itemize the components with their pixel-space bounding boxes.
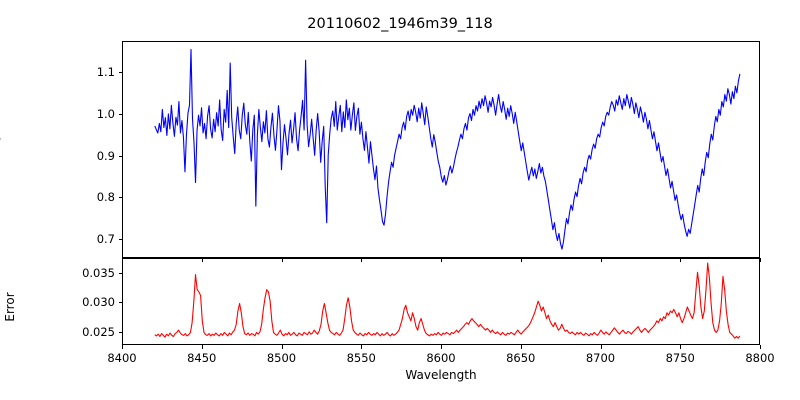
y-tick-label: 0.9 [96, 148, 115, 163]
x-tick-mark [600, 345, 602, 349]
x-tick-mark [361, 345, 363, 349]
y-tick-mark [118, 197, 122, 199]
x-axis-label: Wavelength [405, 368, 477, 382]
y-tick-mark [118, 302, 122, 304]
y-axis-label-error: Error [3, 292, 17, 322]
x-tick-mark [122, 345, 123, 349]
y-tick-mark [118, 331, 122, 333]
y-tick-label: 0.035 [82, 265, 115, 280]
y-tick-mark [118, 155, 122, 157]
y-tick-label: 1.1 [96, 65, 115, 80]
y-tick-mark [118, 272, 122, 274]
y-tick-mark [118, 72, 122, 74]
x-tick-mark [680, 345, 682, 349]
x-tick-mark [760, 345, 761, 349]
x-tick-mark [281, 258, 283, 262]
x-tick-mark [441, 258, 442, 262]
x-tick-label: 8800 [745, 351, 775, 365]
x-tick-mark [441, 345, 442, 349]
spectrum-line-series [123, 42, 759, 257]
x-tick-label: 8500 [266, 351, 297, 365]
x-tick-mark [520, 345, 522, 349]
x-tick-mark [281, 345, 283, 349]
y-tick-mark [118, 239, 122, 241]
x-tick-label: 8650 [506, 351, 536, 365]
y-tick-label: 0.7 [96, 232, 115, 247]
x-tick-label: 8400 [107, 351, 137, 365]
x-tick-label: 8450 [187, 351, 217, 365]
figure-title: 20110602_1946m39_118 [307, 16, 493, 32]
x-tick-mark [760, 258, 761, 262]
y-tick-label: 0.8 [96, 190, 115, 205]
x-tick-mark [361, 258, 363, 262]
x-tick-mark [600, 258, 602, 262]
error-line-series [123, 259, 759, 344]
x-tick-mark [520, 258, 522, 262]
y-tick-label: 0.025 [82, 324, 115, 339]
y-tick-mark [118, 114, 122, 116]
x-tick-label: 8600 [426, 351, 456, 365]
error-plot-area [122, 258, 760, 345]
x-tick-mark [201, 258, 203, 262]
x-tick-mark [201, 345, 203, 349]
x-tick-label: 8750 [665, 351, 695, 365]
x-tick-label: 8550 [346, 351, 376, 365]
y-tick-label: 1.0 [96, 107, 115, 122]
x-tick-label: 8700 [585, 351, 616, 365]
x-tick-mark [680, 258, 682, 262]
y-tick-label: 0.030 [82, 295, 115, 310]
spectrum-plot-area [122, 41, 760, 258]
y-axis-label-spectrum: Spectrum [0, 59, 1, 179]
